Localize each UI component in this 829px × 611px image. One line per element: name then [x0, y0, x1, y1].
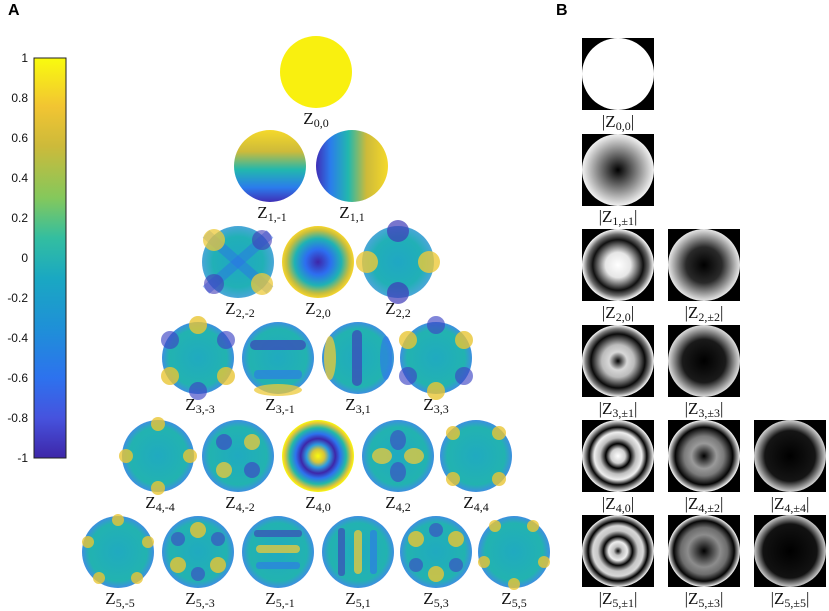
colorbar-tick: 0.6 — [11, 131, 28, 145]
mag-z-1-pm1 — [582, 134, 654, 206]
label-z-5-5: Z5,5 — [501, 589, 527, 610]
colorbar-tick: 0 — [21, 251, 28, 265]
label-mag-1-pm1: |Z1,±1| — [598, 207, 638, 228]
label-z-3-3: Z3,3 — [423, 395, 449, 416]
mag-z-4-pm4 — [754, 420, 826, 492]
label-mag-2-pm2: |Z2,±2| — [684, 303, 724, 324]
colorbar-gradient — [33, 57, 67, 459]
label-z-5-1: Z5,1 — [345, 589, 371, 610]
label-mag-0-0: |Z0,0| — [601, 112, 635, 133]
magnitude-grid — [582, 38, 826, 587]
mag-z-5-pm5 — [754, 515, 826, 587]
label-z-2-0: Z2,0 — [305, 299, 331, 320]
disk-z-3-m3 — [161, 316, 235, 400]
disk-z-2-0 — [282, 226, 354, 298]
disk-z-3-3 — [399, 316, 473, 400]
label-z-4-2: Z4,2 — [385, 493, 411, 514]
colorbar-tick: 0.2 — [11, 211, 28, 225]
mag-z-4-0 — [582, 420, 654, 492]
label-mag-4-pm4: |Z4,±4| — [770, 494, 810, 515]
mag-z-4-pm2 — [668, 420, 740, 492]
colorbar-tick: -0.2 — [7, 291, 28, 305]
disk-z-1-m1 — [234, 130, 306, 202]
disk-z-4-2 — [362, 420, 434, 492]
mag-z-3-pm3 — [668, 325, 740, 397]
mag-z-3-pm1 — [582, 325, 654, 397]
colorbar-tick: 0.8 — [11, 91, 28, 105]
label-z-5-m1: Z5,-1 — [265, 589, 295, 610]
zernike-pyramid — [82, 36, 550, 590]
colorbar-tick: -0.8 — [7, 411, 28, 425]
disk-z-4-4 — [440, 420, 512, 492]
label-mag-2-0: |Z2,0| — [601, 303, 635, 324]
label-mag-5-pm3: |Z5,±3| — [684, 589, 724, 610]
disk-z-5-m1 — [242, 516, 314, 588]
disk-z-5-m3 — [162, 516, 234, 588]
label-z-3-m1: Z3,-1 — [265, 395, 295, 416]
label-z-4-m4: Z4,-4 — [145, 493, 175, 514]
label-z-3-m3: Z3,-3 — [185, 395, 215, 416]
disk-z-2-m2 — [202, 226, 274, 298]
label-mag-5-pm5: |Z5,±5| — [770, 589, 810, 610]
disk-z-5-1 — [322, 516, 394, 588]
label-z-5-m5: Z5,-5 — [105, 589, 135, 610]
colorbar — [33, 57, 67, 459]
disk-z-4-m2 — [202, 420, 274, 492]
disk-z-2-2 — [356, 220, 440, 304]
label-mag-5-pm1: |Z5,±1| — [598, 589, 638, 610]
mag-z-2-pm2 — [668, 229, 740, 301]
mag-z-5-pm1 — [582, 515, 654, 587]
disk-z-5-5 — [478, 516, 550, 590]
disk-z-4-m4 — [119, 417, 197, 495]
label-z-1-m1: Z1,-1 — [257, 203, 287, 224]
label-z-2-2: Z2,2 — [385, 299, 411, 320]
panel-label-a: A — [8, 2, 20, 19]
label-mag-4-0: |Z4,0| — [601, 494, 635, 515]
panel-label-b: B — [556, 2, 568, 19]
mag-z-2-0 — [582, 229, 654, 301]
label-z-4-m2: Z4,-2 — [225, 493, 255, 514]
label-mag-3-pm1: |Z3,±1| — [598, 399, 638, 420]
label-z-5-3: Z5,3 — [423, 589, 449, 610]
mag-z-0-0 — [582, 38, 654, 110]
disk-z-1-1 — [316, 130, 388, 202]
disk-z-4-0 — [282, 420, 354, 492]
label-z-4-0: Z4,0 — [305, 493, 331, 514]
label-z-1-1: Z1,1 — [339, 203, 365, 224]
colorbar-tick: -1 — [17, 451, 28, 465]
disk-z-5-m5 — [82, 514, 154, 588]
colorbar-tick: -0.6 — [7, 371, 28, 385]
colorbar-tick: -0.4 — [7, 331, 28, 345]
disk-z-3-m1 — [242, 322, 314, 396]
mag-z-5-pm3 — [668, 515, 740, 587]
label-z-4-4: Z4,4 — [463, 493, 489, 514]
label-z-0-0: Z0,0 — [303, 109, 329, 130]
disk-z-3-1 — [322, 322, 394, 394]
disk-z-5-3 — [400, 516, 472, 588]
label-z-2-m2: Z2,-2 — [225, 299, 255, 320]
label-mag-3-pm3: |Z3,±3| — [684, 399, 724, 420]
disk-z-0-0 — [280, 36, 352, 108]
colorbar-tick: 0.4 — [11, 171, 28, 185]
label-mag-4-pm2: |Z4,±2| — [684, 494, 724, 515]
label-z-3-1: Z3,1 — [345, 395, 371, 416]
label-z-5-m3: Z5,-3 — [185, 589, 215, 610]
colorbar-tick: 1 — [21, 51, 28, 65]
